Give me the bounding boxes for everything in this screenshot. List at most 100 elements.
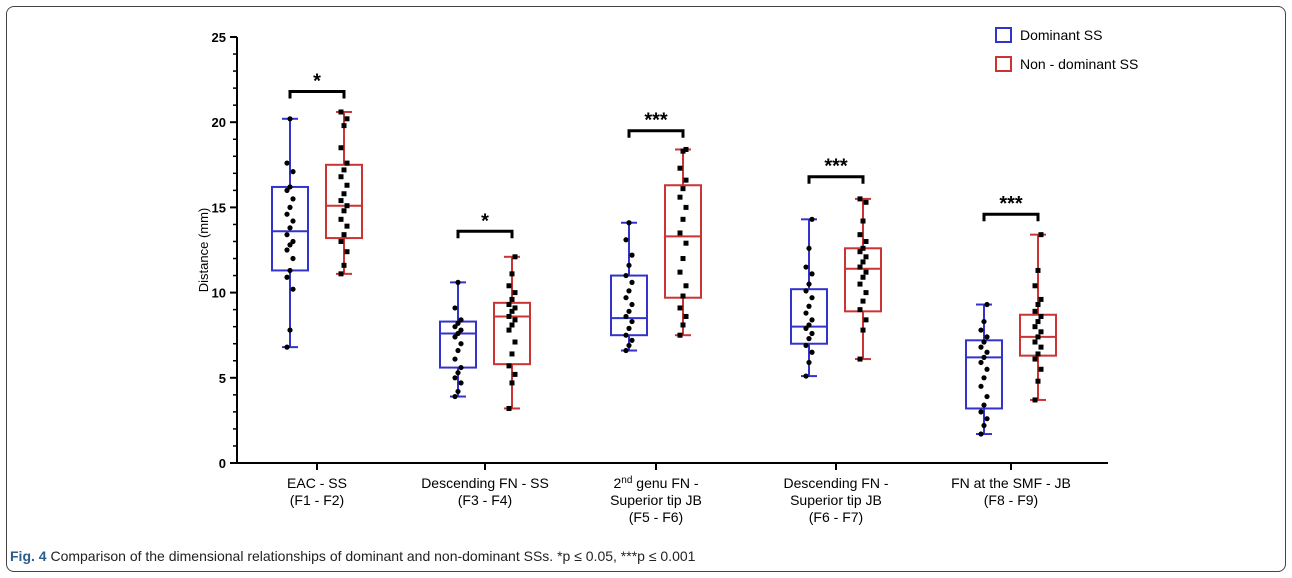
group-1-series-1-point — [506, 313, 512, 319]
group-4-series-0-point — [984, 366, 990, 372]
group-0-series-1-point — [338, 238, 344, 244]
group-2-series-1-box — [664, 184, 702, 299]
group-3-series-0-point — [809, 295, 815, 301]
group-1-series-0-point — [455, 279, 461, 285]
group-1-series-0-point — [452, 356, 458, 362]
group-1-series-1-box — [493, 301, 531, 366]
group-0-series-1-point — [341, 262, 347, 268]
x-tick-label-1-0: Descending FN - SS — [421, 475, 549, 491]
group-4-series-0-point — [981, 339, 987, 345]
group-1-series-1-point — [506, 363, 512, 369]
group-0-series-0-point — [284, 232, 290, 238]
group-3-series-1-point — [863, 238, 869, 244]
group-3-series-0-point — [803, 288, 809, 294]
group-0-series-0-point — [290, 238, 296, 245]
legend-label-0: Dominant SS — [1020, 27, 1102, 43]
group-1-series-1-point — [506, 283, 512, 289]
group-3-series-0-point — [803, 264, 809, 270]
group-2-series-0-point — [623, 313, 629, 320]
y-tick-label-25: 25 — [212, 30, 226, 45]
group-1-series-1-point — [509, 296, 515, 302]
group-1-series-0-point — [458, 364, 464, 371]
y-tick-label-15: 15 — [212, 200, 226, 215]
x-tick-label-1-1: (F3 - F4) — [458, 492, 512, 508]
significance-bracket-4 — [982, 212, 1040, 222]
group-4-series-1-point — [1038, 344, 1044, 350]
group-3-series-0-point — [809, 216, 815, 222]
group-3-series-0-box — [790, 288, 828, 345]
group-3-series-1-point — [860, 298, 866, 304]
group-2-series-1-point — [680, 148, 686, 154]
caption-label: Fig. 4 — [10, 548, 47, 564]
group-2-series-0-point — [623, 347, 629, 354]
significance-label-1: * — [481, 210, 489, 232]
group-3-series-0-point — [809, 271, 815, 277]
group-0-series-0-point — [287, 204, 293, 210]
group-4-series-1-point — [1032, 283, 1038, 289]
x-tick-label-2-1: Superior tip JB — [610, 492, 702, 508]
group-4-series-1-point — [1032, 339, 1038, 345]
group-0-series-0-point — [284, 274, 290, 280]
group-3-series-1-point — [860, 245, 866, 251]
group-4-series-0-point — [978, 327, 984, 333]
group-2-series-1-point — [680, 216, 686, 222]
group-0-series-1-point — [338, 145, 344, 151]
group-3-series-1-point — [863, 269, 869, 275]
group-4-series-1-point — [1035, 378, 1041, 384]
group-0-series-0-point — [290, 218, 296, 224]
group-0-series-0-point — [287, 116, 293, 122]
group-0-series-1-point — [344, 203, 350, 209]
group-4-series-0-point — [978, 344, 984, 350]
group-0-series-0-point — [287, 184, 293, 190]
group-4-series-0-point — [978, 383, 984, 389]
group-0-series-1-point — [338, 271, 344, 277]
group-1-series-0-point — [455, 330, 461, 337]
group-3-series-0-point — [806, 245, 812, 251]
group-3-series-1-point — [860, 327, 866, 333]
group-1-series-0-point — [452, 375, 458, 381]
group-4-series-1-point — [1035, 319, 1041, 325]
group-4-series-1-point — [1032, 397, 1038, 403]
group-1-series-0-point — [455, 370, 461, 376]
group-3-series-1-point — [857, 281, 863, 287]
group-2-series-1-point — [680, 186, 686, 192]
x-tick-label-4-0: FN at the SMF - JB — [951, 475, 1071, 491]
group-4-series-0-point — [981, 375, 987, 381]
significance-bracket-0 — [288, 90, 346, 99]
group-1-series-0-point — [452, 334, 458, 340]
group-2-series-0-box — [610, 274, 648, 337]
group-4-series-1-point — [1038, 366, 1044, 372]
group-1-series-1-point — [509, 380, 515, 386]
group-0-series-1-point — [341, 123, 347, 129]
group-2-series-1-point — [677, 194, 683, 200]
group-0-series-0-point — [287, 225, 293, 231]
group-0-series-1-point — [341, 208, 347, 214]
group-3-series-0-point — [806, 336, 812, 342]
group-3-series-1-point — [857, 264, 863, 270]
group-2-series-1-point — [683, 204, 689, 210]
group-1-series-1-point — [509, 322, 515, 328]
group-4-series-0-point — [984, 393, 990, 400]
x-tick-label-3-1: Superior tip JB — [790, 492, 882, 508]
group-3-series-0-point — [806, 303, 812, 309]
group-0-series-1-point — [341, 232, 347, 238]
group-2-series-0-point — [623, 237, 629, 243]
group-2-series-1-point — [683, 313, 689, 319]
group-2-series-0-point — [629, 337, 635, 343]
group-3-series-1-point — [860, 259, 866, 265]
group-3-series-1-point — [857, 232, 863, 238]
group-0-series-0-point — [287, 327, 293, 333]
group-4-series-0-point — [981, 354, 987, 360]
x-tick-label-3-2: (F6 - F7) — [809, 509, 863, 525]
y-axis-label: Distance (mm) — [196, 208, 211, 293]
group-0-series-1-point — [344, 116, 350, 122]
group-0-series-1-point — [344, 182, 350, 188]
group-3-series-1-point — [857, 196, 863, 202]
group-3-series-0-point — [809, 330, 815, 337]
x-tick-label-2-0: 2nd genu FN - — [613, 475, 698, 492]
group-1-series-0-point — [455, 320, 461, 326]
group-2-series-1-point — [680, 256, 686, 262]
group-0-series-0-point — [287, 242, 293, 248]
group-4-series-1-point — [1038, 296, 1044, 302]
group-0-series-0-point — [290, 196, 296, 202]
